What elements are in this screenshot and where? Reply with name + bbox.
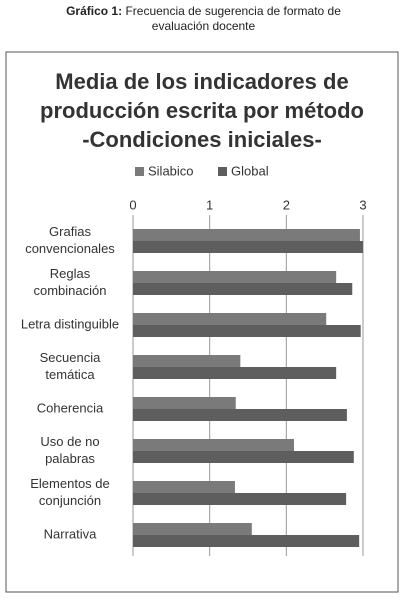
chart-title: -Condiciones iniciales- <box>82 127 322 152</box>
y-tick-label: combinación <box>34 283 107 298</box>
bar <box>133 409 347 421</box>
bar <box>133 481 235 493</box>
bar <box>133 493 347 505</box>
chart-title: Media de los indicadores de <box>55 69 348 94</box>
y-tick-label: Narrativa <box>44 526 98 541</box>
caption-label: Gráfico 1: <box>66 4 123 18</box>
bar <box>133 439 294 451</box>
x-tick-label: 3 <box>359 197 366 212</box>
y-tick-label: Coherencia <box>37 400 104 415</box>
x-tick-label: 1 <box>206 197 213 212</box>
caption: Gráfico 1: Frecuencia de sugerencia de f… <box>40 4 367 34</box>
bar <box>133 229 360 241</box>
x-tick-label: 0 <box>129 197 136 212</box>
caption-text: Frecuencia de sugerencia de formato de e… <box>125 4 341 33</box>
bar <box>133 451 354 463</box>
y-tick-label: temática <box>45 367 95 382</box>
bar <box>133 367 337 379</box>
y-tick-label: palabras <box>45 451 95 466</box>
y-tick-label: Uso de no <box>40 434 99 449</box>
bar <box>133 355 241 367</box>
legend-label: Silabico <box>148 163 194 178</box>
y-tick-label: Elementos de <box>30 476 110 491</box>
bar <box>133 283 353 295</box>
legend-swatch <box>135 167 144 176</box>
legend-label: Global <box>231 163 269 178</box>
y-tick-label: Letra distinguible <box>21 316 119 331</box>
y-tick-label: conjunción <box>39 493 101 508</box>
bar <box>133 271 337 283</box>
bar <box>133 535 360 547</box>
legend-swatch <box>218 167 227 176</box>
bar <box>133 325 361 337</box>
bar <box>133 397 236 409</box>
y-tick-label: Grafias <box>49 224 91 239</box>
bar <box>133 313 327 325</box>
bar <box>133 241 363 253</box>
y-tick-label: convencionales <box>25 241 115 256</box>
y-tick-label: Secuencia <box>40 350 101 365</box>
bar <box>133 523 252 535</box>
y-tick-label: Reglas <box>50 266 91 281</box>
chart-title: producción escrita por método <box>40 98 364 123</box>
x-tick-label: 2 <box>283 197 290 212</box>
